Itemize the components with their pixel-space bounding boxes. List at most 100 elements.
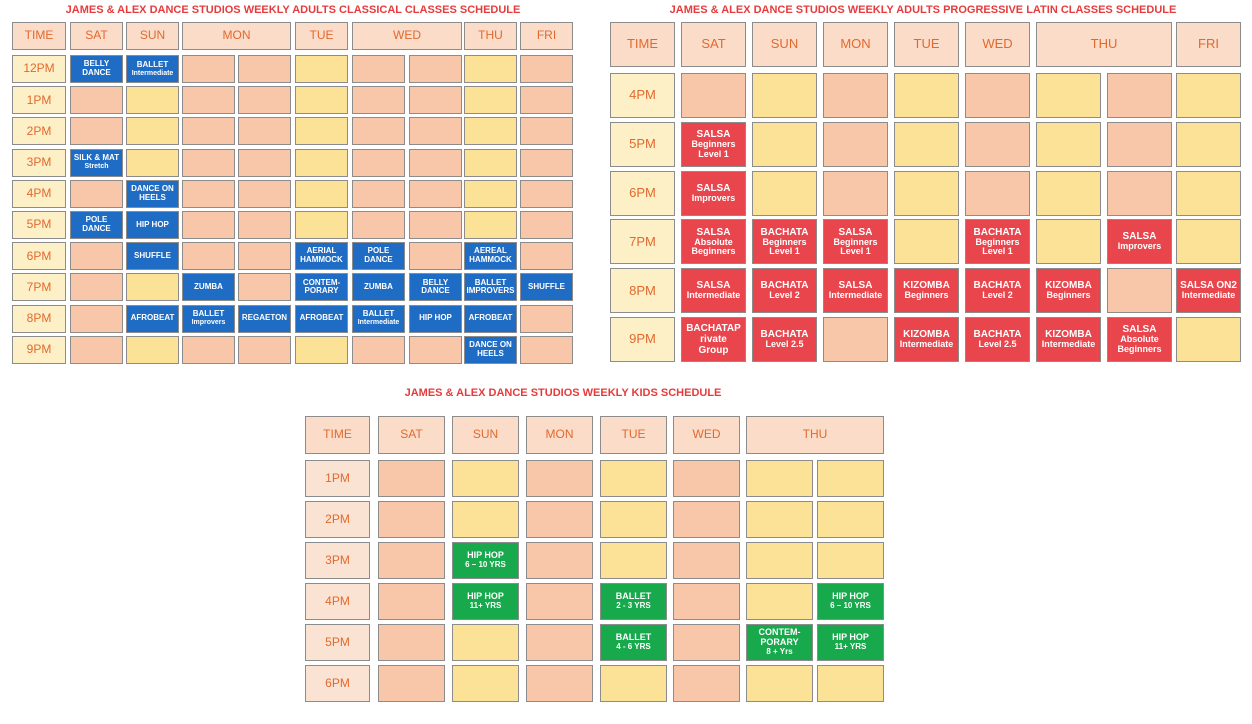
class-level: Level 2 — [769, 290, 800, 301]
class-cell: BACHATA Beginners Level 1 — [965, 219, 1030, 265]
class-cell: BACHATA Level 2.5 — [965, 317, 1030, 362]
class-cell: HIP HOP 6 – 10 YRS — [817, 583, 884, 620]
empty-cell — [295, 179, 348, 208]
time-cell: 8PM — [610, 268, 675, 314]
empty-cell — [295, 117, 348, 146]
class-cell: HIP HOP — [126, 211, 179, 239]
class-cell: SILK & MAT Stretch — [70, 148, 123, 177]
empty-cell — [1176, 317, 1241, 362]
class-cell: SALSA Improvers — [1107, 219, 1172, 265]
class-name: BACHATA — [973, 280, 1022, 292]
class-name: HIP HOP — [136, 219, 169, 229]
class-cell: HIP HOP 11+ YRS — [817, 624, 884, 661]
time-cell: 4PM — [305, 583, 370, 620]
class-cell: SHUFFLE — [126, 242, 179, 271]
empty-cell — [823, 317, 888, 362]
class-level: Intermediate — [828, 290, 883, 301]
class-name: KIZOMBA — [1045, 329, 1092, 341]
class-level: Intermediate — [686, 290, 741, 301]
class-cell: KIZOMBA Beginners — [1036, 268, 1101, 314]
class-cell: AFROBEAT — [464, 304, 517, 333]
empty-cell — [126, 148, 179, 177]
empty-cell — [182, 55, 235, 83]
header-cell: TUE — [600, 416, 667, 454]
empty-cell — [673, 542, 740, 579]
empty-cell — [965, 73, 1030, 118]
empty-cell — [673, 583, 740, 620]
class-name: AFROBEAT — [130, 313, 175, 323]
empty-cell — [70, 242, 123, 271]
empty-cell — [295, 86, 348, 115]
time-cell: 6PM — [305, 665, 370, 702]
class-cell: REGAETON — [238, 304, 291, 333]
class-level: 4 - 6 YRS — [616, 642, 651, 652]
class-level: Improvers — [191, 319, 226, 327]
empty-cell — [70, 117, 123, 146]
empty-cell — [673, 460, 740, 497]
empty-cell — [1107, 121, 1172, 167]
header-cell: SUN — [752, 22, 817, 67]
class-cell: ZUMBA — [182, 273, 235, 302]
class-level: 8 + Yrs — [766, 646, 793, 656]
empty-cell — [70, 335, 123, 364]
empty-cell — [464, 148, 517, 177]
class-name: BALLET — [136, 59, 169, 69]
class-level: Beginners Level 1 — [975, 236, 1020, 257]
class-level: Improvers — [691, 192, 736, 203]
class-name: KIZOMBA — [903, 280, 950, 292]
empty-cell — [70, 86, 123, 115]
empty-cell — [1176, 121, 1241, 167]
time-cell: 1PM — [305, 460, 370, 497]
empty-cell — [182, 179, 235, 208]
class-cell: SALSA Absolute Beginners — [1107, 317, 1172, 362]
class-name: AFROBEAT — [299, 313, 344, 323]
empty-cell — [1036, 121, 1101, 167]
class-cell: SALSA Improvers — [681, 170, 746, 216]
class-name: SHUFFLE — [134, 250, 171, 260]
class-cell: HIP HOP — [409, 304, 462, 333]
time-cell: 6PM — [610, 170, 675, 216]
empty-cell — [378, 665, 445, 702]
class-cell: SHUFFLE — [520, 273, 573, 302]
empty-cell — [409, 86, 462, 115]
empty-cell — [746, 542, 813, 579]
class-cell: POLE DANCE — [352, 242, 405, 271]
empty-cell — [70, 179, 123, 208]
time-cell: 4PM — [12, 179, 66, 208]
class-level: 11+ YRS — [469, 601, 502, 611]
empty-cell — [352, 86, 405, 115]
class-cell: SALSA Intermediate — [823, 268, 888, 314]
empty-cell — [1036, 73, 1101, 118]
class-cell: SALSA Beginners Level 1 — [681, 121, 746, 167]
time-cell: 4PM — [610, 73, 675, 118]
empty-cell — [752, 73, 817, 118]
class-name: SALSA — [696, 128, 731, 140]
class-name: BACHATA — [973, 226, 1022, 238]
class-cell: DANCE ON HEELS — [464, 335, 517, 364]
empty-cell — [378, 624, 445, 661]
time-cell: 9PM — [12, 335, 66, 364]
empty-cell — [526, 624, 593, 661]
empty-cell — [464, 117, 517, 146]
class-cell: AEREAL HAMMOCK — [464, 242, 517, 271]
time-cell: 2PM — [12, 117, 66, 146]
empty-cell — [238, 335, 291, 364]
empty-cell — [352, 335, 405, 364]
class-name: DANCE ON HEELS — [131, 184, 174, 202]
class-level: Beginners Level 1 — [762, 236, 807, 257]
empty-cell — [526, 460, 593, 497]
empty-cell — [352, 179, 405, 208]
empty-cell — [526, 501, 593, 538]
empty-cell — [182, 86, 235, 115]
time-cell: 12PM — [12, 55, 66, 83]
class-name: POLE DANCE — [82, 215, 111, 233]
class-cell: KIZOMBA Beginners — [894, 268, 959, 314]
class-name: ZUMBA — [364, 281, 393, 291]
class-cell: BALLET 4 - 6 YRS — [600, 624, 667, 661]
class-name: HIP HOP — [467, 591, 504, 602]
empty-cell — [752, 170, 817, 216]
class-name: REGAETON — [241, 313, 288, 323]
empty-cell — [352, 55, 405, 83]
empty-cell — [746, 501, 813, 538]
class-cell: DANCE ON HEELS — [126, 179, 179, 208]
